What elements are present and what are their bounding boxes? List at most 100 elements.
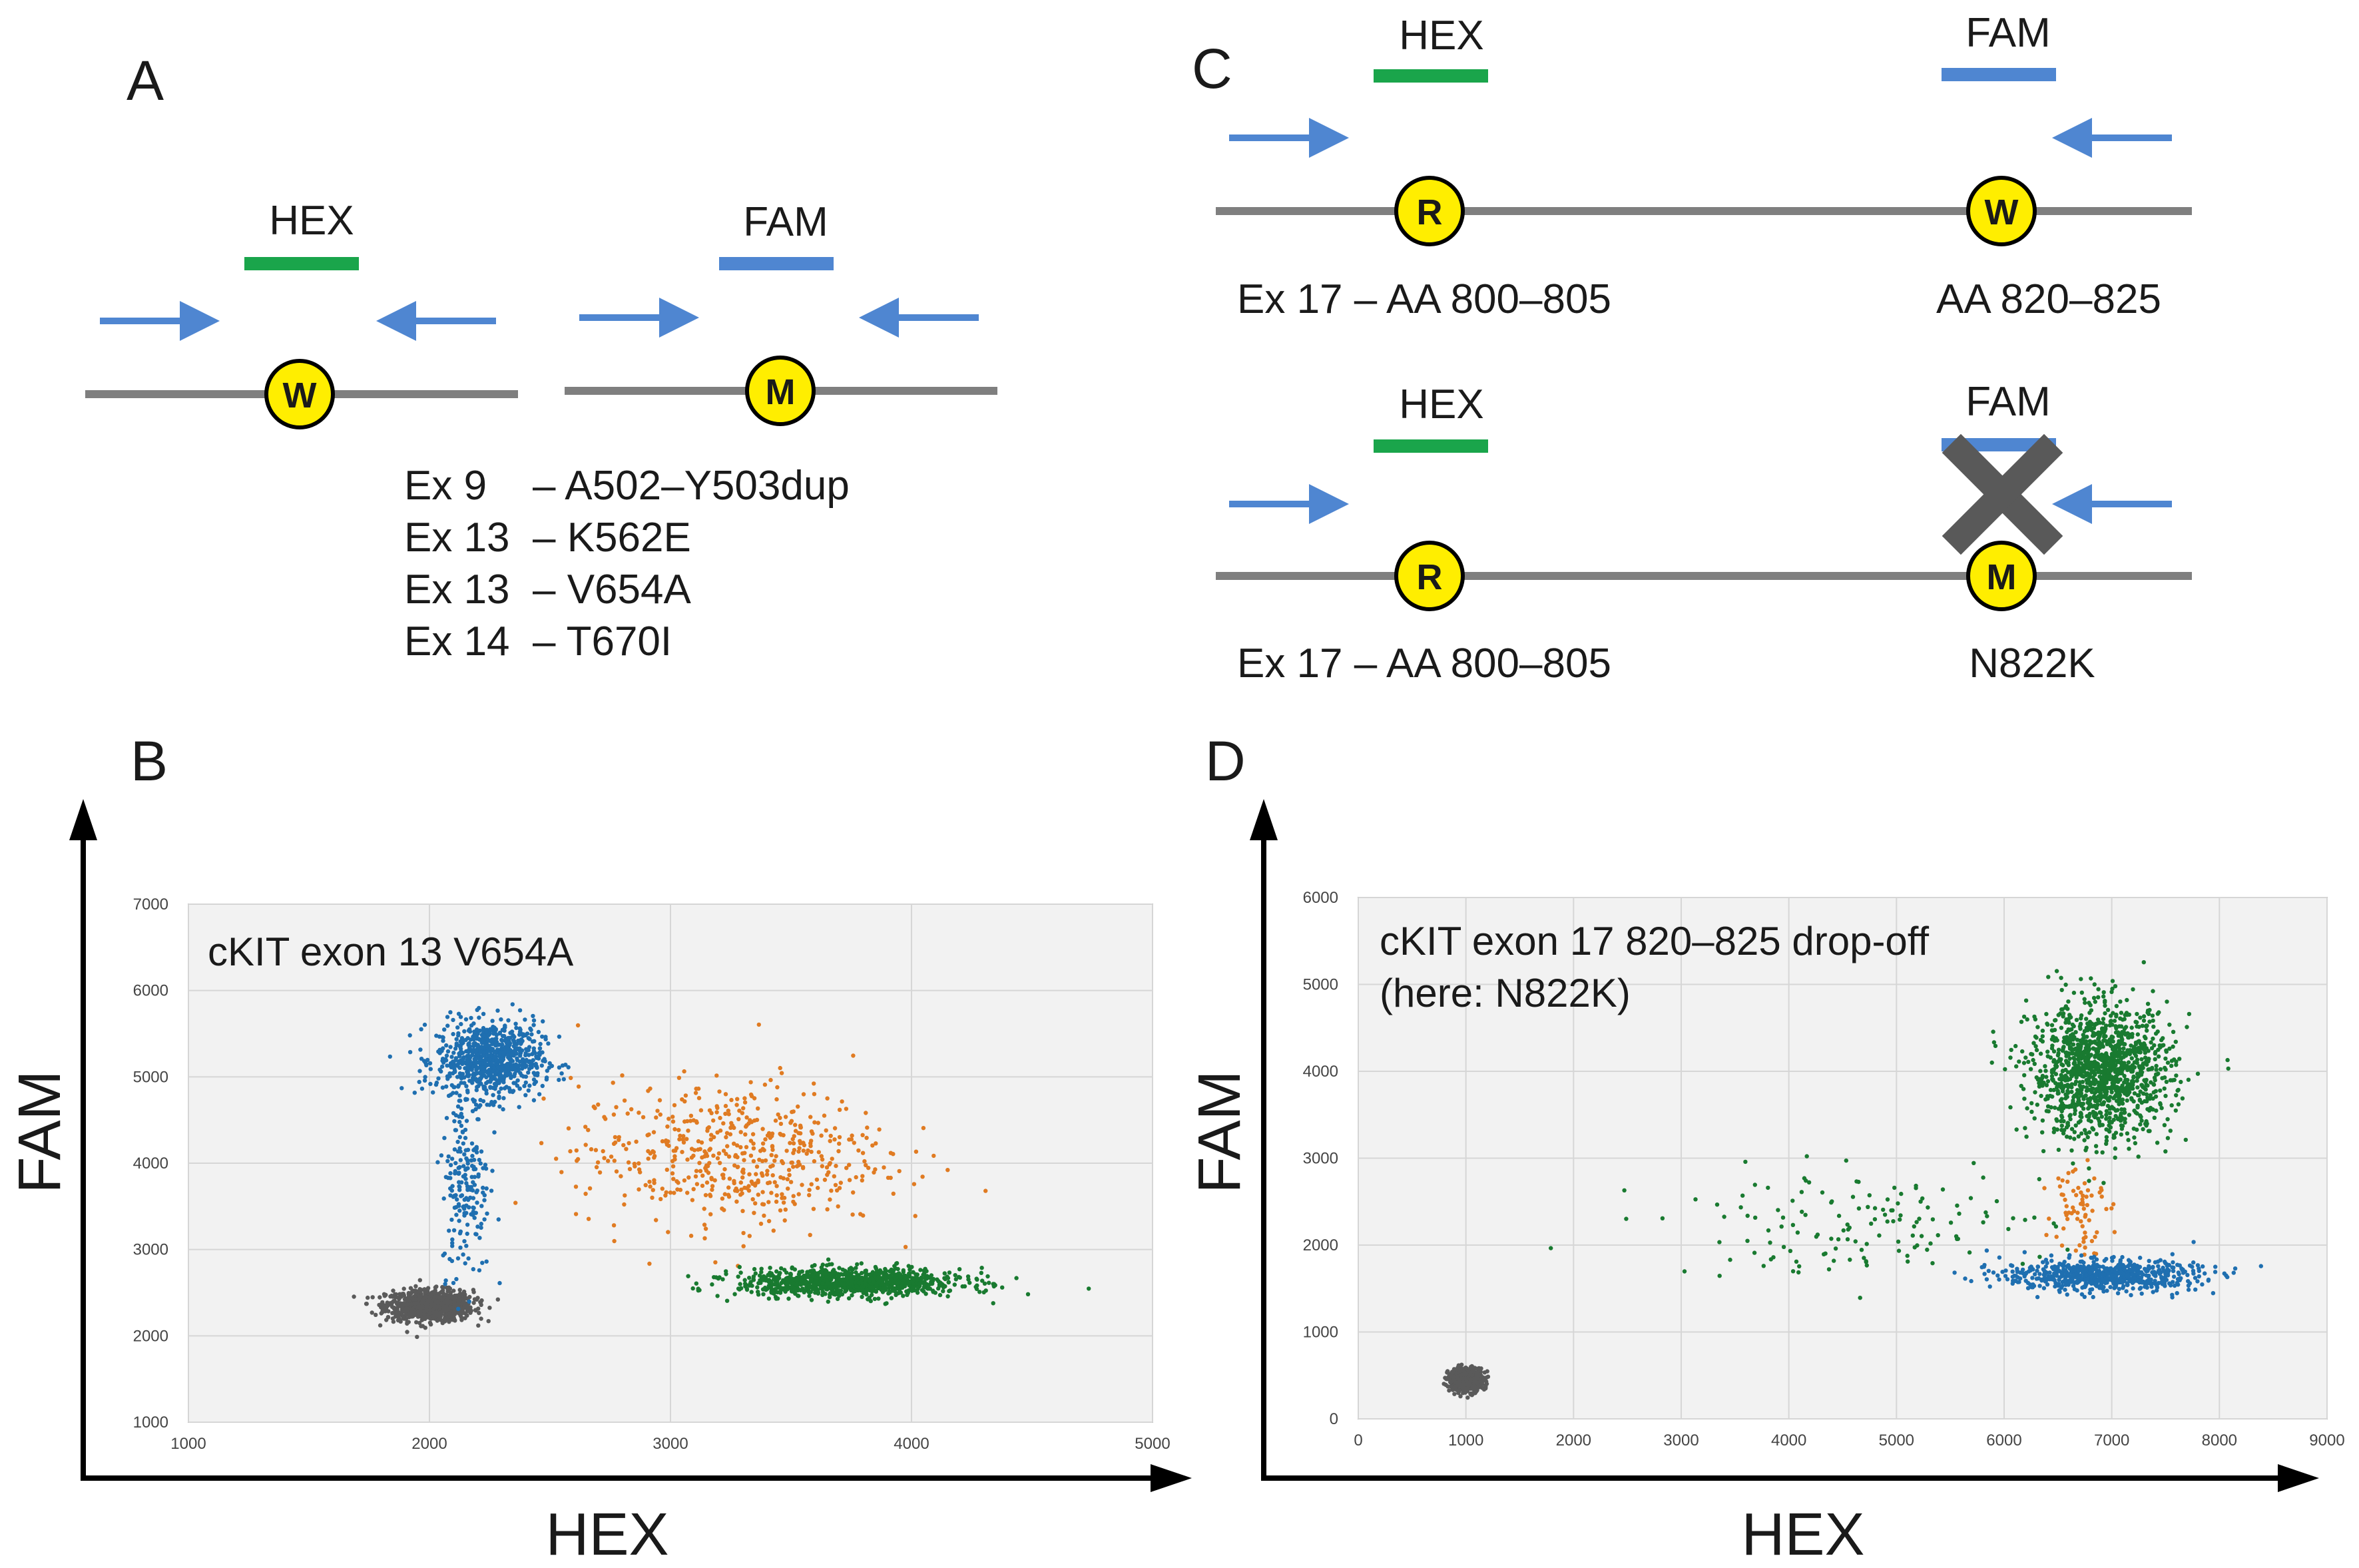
scatter-point	[617, 1137, 621, 1143]
scatter-point	[774, 1269, 779, 1274]
scatter-point	[478, 1300, 483, 1305]
scatter-point	[741, 1167, 746, 1172]
scatter-point	[711, 1153, 716, 1158]
scatter-cluster	[1442, 1362, 1491, 1400]
scatter-point	[2091, 995, 2097, 1001]
scatter-point	[676, 1075, 682, 1081]
scatter-point	[804, 1288, 808, 1292]
scatter-point	[780, 1192, 784, 1196]
scatter-point	[382, 1292, 387, 1297]
scatter-point	[884, 1272, 889, 1277]
scatter-point	[575, 1159, 579, 1163]
scatter-point	[497, 1073, 501, 1078]
scatter-point	[2141, 1127, 2145, 1132]
scatter-point	[451, 1228, 457, 1233]
scatter-point	[732, 1141, 736, 1146]
scatter-point	[750, 1197, 755, 1202]
x-tick-label: 3000	[1663, 1432, 1699, 1449]
scatter-point	[457, 1288, 462, 1292]
scatter-point	[2096, 987, 2101, 991]
scatter-point	[2141, 960, 2146, 965]
scatter-point	[464, 1244, 469, 1248]
scatter-point	[887, 1280, 892, 1284]
scatter-point	[427, 1308, 432, 1312]
scatter-point	[2146, 1049, 2151, 1053]
scatter-point	[392, 1298, 397, 1304]
scatter-point	[2059, 1073, 2063, 1077]
scatter-point	[451, 1017, 455, 1023]
scatter-point	[529, 1027, 533, 1033]
scatter-point	[816, 1273, 820, 1278]
scatter-point	[672, 1154, 677, 1159]
scatter-point	[768, 1273, 773, 1278]
scatter-point	[2040, 1073, 2045, 1079]
scatter-point	[705, 1164, 710, 1169]
scatter-point	[457, 1184, 462, 1189]
scatter-point	[791, 1194, 796, 1198]
scatter-point	[856, 1274, 860, 1279]
scatter-point	[694, 1182, 700, 1186]
probe-label-hex: HEX	[1399, 382, 1483, 427]
scatter-point	[2152, 1115, 2157, 1121]
scatter-point	[2078, 1111, 2083, 1115]
scatter-point	[651, 1149, 655, 1154]
x-tick-label: 2000	[411, 1435, 447, 1453]
scatter-point	[788, 1272, 793, 1277]
scatter-point	[891, 1191, 896, 1196]
scatter-point	[696, 1139, 701, 1144]
scatter-point	[1025, 1292, 1031, 1297]
x-tick-label: 4000	[894, 1435, 929, 1453]
y-tick-label: 3000	[1303, 1150, 1338, 1168]
scatter-point	[487, 1031, 492, 1037]
scatter-point	[766, 1284, 772, 1289]
scatter-point	[809, 1149, 814, 1155]
scatter-point	[715, 1105, 720, 1111]
scatter-point	[2094, 1150, 2099, 1155]
scatter-point	[482, 1217, 487, 1222]
scatter-point	[395, 1300, 400, 1305]
scatter-point	[461, 1141, 465, 1146]
scatter-point	[378, 1295, 382, 1300]
scatter-point	[933, 1290, 938, 1295]
scatter-point	[726, 1185, 731, 1190]
scatter-point	[740, 1151, 745, 1156]
scatter-point	[837, 1288, 842, 1293]
scatter-point	[2017, 1059, 2021, 1064]
scatter-point	[2162, 1086, 2167, 1091]
scatter-point	[455, 1104, 461, 1109]
scatter-point	[894, 1272, 899, 1277]
scatter-point	[2122, 1080, 2127, 1085]
scatter-point	[647, 1261, 652, 1266]
scatter-point	[2073, 1123, 2078, 1128]
scatter-point	[515, 1058, 520, 1063]
scatter-point	[694, 1281, 699, 1286]
scatter-point	[923, 1282, 928, 1287]
scatter-point	[452, 1147, 457, 1152]
scatter-point	[576, 1084, 581, 1089]
scatter-point	[931, 1153, 936, 1159]
scatter-point	[459, 1123, 464, 1129]
scatter-point	[440, 1320, 445, 1326]
scatter-point	[652, 1180, 656, 1185]
scatter-point	[465, 1187, 470, 1192]
scatter-point	[440, 1035, 445, 1039]
scatter-point	[476, 1323, 481, 1328]
scatter-point	[513, 1081, 518, 1085]
scatter-point	[749, 1179, 754, 1184]
scatter-point	[704, 1180, 710, 1185]
scatter-point	[2075, 1037, 2080, 1042]
scatter-point	[651, 1130, 656, 1135]
scatter-point	[2171, 1029, 2176, 1035]
scatter-point	[738, 1282, 742, 1286]
scatter-point	[460, 1037, 465, 1041]
scatter-point	[557, 1034, 562, 1039]
scatter-point	[444, 1084, 449, 1089]
scatter-point	[2046, 975, 2051, 979]
scatter-point	[828, 1133, 833, 1139]
scatter-point	[2125, 997, 2129, 1003]
plot-b-points	[352, 1002, 1091, 1340]
scatter-point	[945, 1276, 951, 1280]
scatter-point	[2041, 1149, 2046, 1154]
scatter-point	[698, 1108, 704, 1113]
